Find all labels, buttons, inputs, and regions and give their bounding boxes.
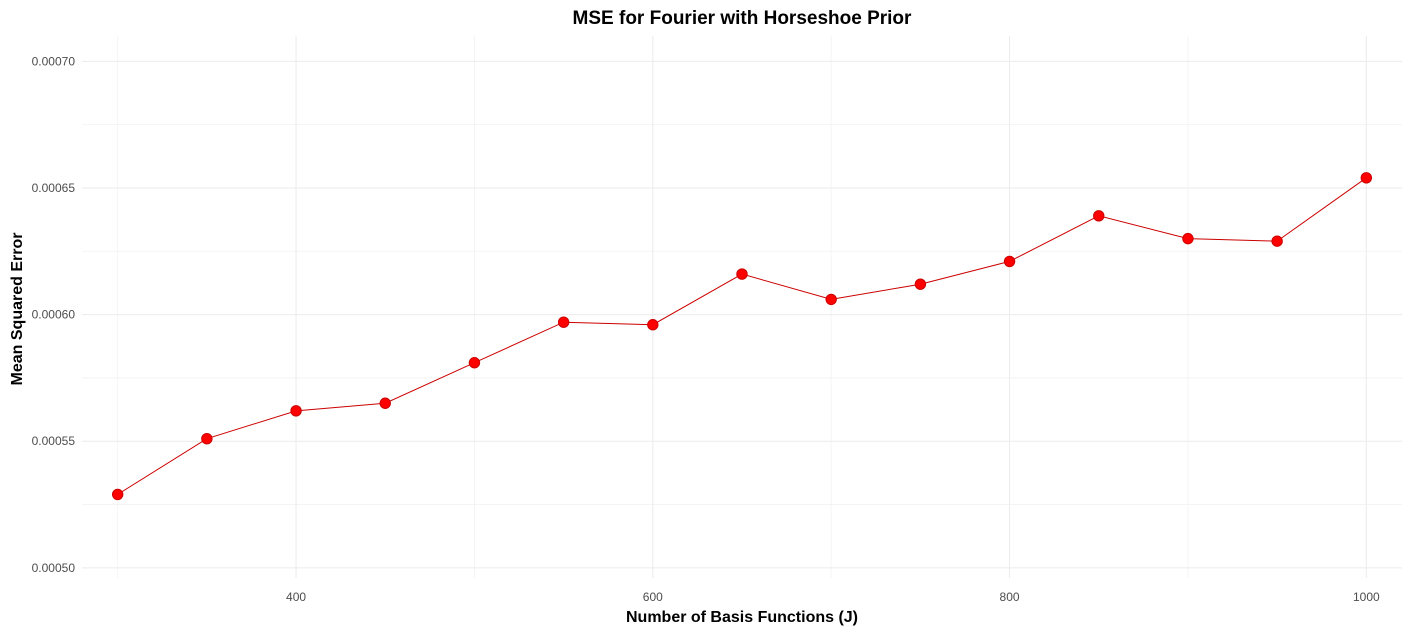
- data-point: [914, 278, 927, 290]
- y-tick-label: 0.00070: [32, 54, 76, 68]
- data-point: [111, 488, 124, 501]
- chart-title: MSE for Fourier with Horseshoe Prior: [573, 8, 912, 29]
- data-point: [379, 397, 391, 409]
- data-point: [1360, 172, 1373, 184]
- grid: [82, 36, 1402, 578]
- x-tick-label: 600: [643, 590, 663, 604]
- y-tick-label: 0.00050: [32, 561, 76, 575]
- data-point: [825, 293, 837, 306]
- data-point: [736, 268, 748, 280]
- x-tick-label: 400: [286, 590, 306, 604]
- x-axis-ticks: 400 600 800 1000: [286, 590, 1380, 604]
- y-axis-label: Mean Squared Error: [9, 233, 26, 386]
- x-tick-label: 1000: [1353, 590, 1380, 604]
- y-tick-label: 0.00055: [32, 434, 76, 448]
- data-point: [290, 405, 302, 417]
- data-point: [201, 433, 213, 445]
- y-tick-label: 0.00060: [32, 308, 76, 322]
- data-point: [468, 357, 481, 369]
- series-layer: [111, 172, 1373, 501]
- y-tick-label: 0.00065: [32, 181, 76, 195]
- y-axis-ticks: 0.00050 0.00055 0.00060 0.00065 0.00070: [32, 54, 76, 575]
- data-point: [1271, 235, 1283, 247]
- x-tick-label: 800: [1000, 590, 1020, 604]
- data-point: [647, 319, 659, 331]
- data-point: [1093, 210, 1105, 222]
- data-point: [557, 316, 570, 328]
- data-point: [1003, 255, 1016, 268]
- series-line: [117, 177, 1367, 495]
- x-axis-label: Number of Basis Functions (J): [626, 609, 858, 626]
- data-point: [1182, 232, 1194, 245]
